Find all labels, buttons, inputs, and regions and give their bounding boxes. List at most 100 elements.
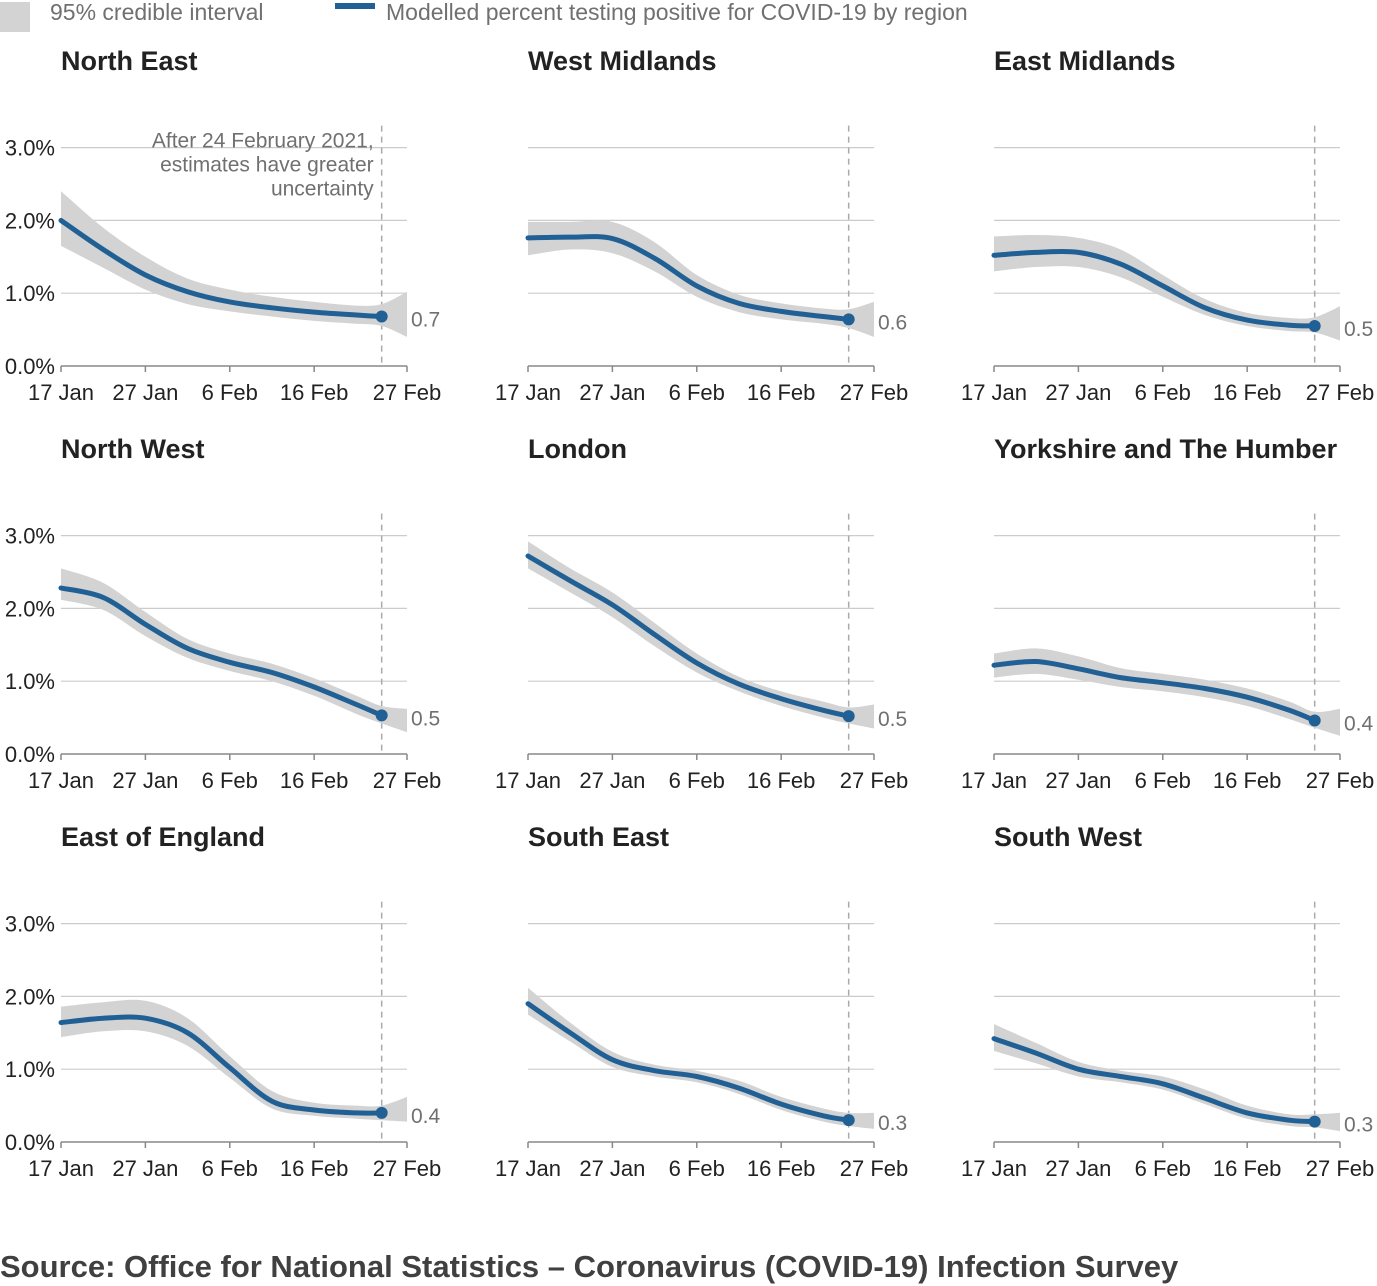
credible-interval-band [528,220,874,337]
panel-east-midlands: East Midlands 17 Jan 27 Jan 6 Feb 16 Feb 27 F… [961,46,1374,405]
y-tick-label: 1.0% [5,1057,55,1082]
end-point [375,1106,388,1119]
x-tick-label: 17 Jan [495,380,561,405]
estimate-line [58,217,385,319]
panel-title: South East [528,822,669,852]
x-tick-label: 16 Feb [280,380,349,405]
credible-interval-band [528,987,874,1129]
end-value-label: 0.3 [1344,1114,1373,1137]
panel-north-west: North West 0.0% 1.0% 2.0% 3.0% 17 Jan 27 Jan 6 … [5,434,441,793]
end-point [375,709,388,722]
cutoff-annotation: After 24 February 2021, [152,130,374,153]
end-point [842,710,855,723]
panels: North East 0.0% 1.0% 2.0% 3.0% 17 Jan 27 Jan 6 … [5,46,1374,1181]
y-tick-label: 3.0% [5,912,55,937]
y-tick-label: 0.0% [5,742,55,767]
x-tick-label: 27 Feb [373,380,442,405]
panel-title: North West [61,434,205,464]
x-tick-label: 16 Feb [1213,380,1282,405]
x-tick-label: 16 Feb [747,380,816,405]
x-tick-label: 6 Feb [202,768,258,793]
panel-yorkshire-and-the-humber: Yorkshire and The Humber 17 Jan 27 Jan 6 Fe… [961,434,1374,793]
x-tick-label: 27 Feb [1306,380,1375,405]
x-tick-label: 17 Jan [961,1156,1027,1181]
y-tick-label: 2.0% [5,984,55,1009]
x-tick-label: 6 Feb [669,1156,725,1181]
x-tick-label: 17 Jan [495,1156,561,1181]
panel-west-midlands: West Midlands 17 Jan 27 Jan 6 Feb 16 Feb 27 F… [495,46,908,405]
x-tick-label: 27 Jan [112,1156,178,1181]
x-tick-label: 27 Feb [840,768,909,793]
end-value-label: 0.7 [411,308,440,331]
estimate-line [58,1014,385,1116]
end-point [375,310,388,323]
panel-south-east: South East 17 Jan 27 Jan 6 Feb 16 Feb 27 Feb 0… [495,822,908,1181]
credible-interval-band [528,541,874,729]
x-tick-label: 16 Feb [1213,1156,1282,1181]
panel-north-east: North East 0.0% 1.0% 2.0% 3.0% 17 Jan 27 Jan 6 … [5,46,441,405]
end-point [842,1114,855,1127]
legend: 95% credible interval Modelled percent t… [0,0,968,32]
x-tick-label: 6 Feb [1135,768,1191,793]
credible-interval-band [61,568,407,733]
x-tick-label: 27 Feb [1306,768,1375,793]
x-tick-label: 27 Jan [579,380,645,405]
x-tick-label: 27 Jan [112,768,178,793]
cutoff-annotation: uncertainty [271,178,374,201]
x-tick-label: 27 Jan [1045,768,1111,793]
x-tick-label: 16 Feb [747,768,816,793]
panel-london: London 17 Jan 27 Jan 6 Feb 16 Feb 27 Feb 0.5 [495,434,908,793]
x-tick-label: 17 Jan [28,768,94,793]
x-tick-label: 6 Feb [202,1156,258,1181]
estimate-line [58,585,385,718]
y-tick-label: 0.0% [5,354,55,379]
panel-title: East of England [61,822,265,852]
x-tick-label: 27 Jan [579,1156,645,1181]
x-tick-label: 27 Jan [579,768,645,793]
x-tick-label: 17 Jan [961,380,1027,405]
panel-title: North East [61,46,198,76]
y-tick-label: 2.0% [5,596,55,621]
cutoff-annotation: estimates have greater [160,154,374,177]
x-tick-label: 16 Feb [747,1156,816,1181]
estimate-line [525,234,852,322]
x-tick-label: 27 Feb [373,768,442,793]
estimate-line [991,248,1318,329]
y-tick-label: 2.0% [5,208,55,233]
x-tick-label: 6 Feb [202,380,258,405]
panel-title: London [528,434,627,464]
end-value-label: 0.4 [411,1105,441,1128]
x-tick-label: 27 Feb [840,380,909,405]
x-tick-label: 6 Feb [669,380,725,405]
estimate-line [525,553,852,719]
x-tick-label: 27 Jan [1045,1156,1111,1181]
source-note: Source: Office for National Statistics –… [0,1249,1179,1284]
y-tick-label: 1.0% [5,281,55,306]
credible-interval-band [994,1024,1340,1132]
x-tick-label: 27 Jan [1045,380,1111,405]
x-tick-label: 27 Jan [112,380,178,405]
end-value-label: 0.5 [878,708,907,731]
panel-south-west: South West 17 Jan 27 Jan 6 Feb 16 Feb 27 Feb 0… [961,822,1374,1181]
y-tick-label: 1.0% [5,669,55,694]
end-value-label: 0.5 [1344,318,1373,341]
panel-title: West Midlands [528,46,717,76]
end-point [842,313,855,326]
legend-band-label: 95% credible interval [50,0,264,25]
legend-line-swatch [335,3,375,9]
estimate-line [991,658,1318,723]
end-point [1308,714,1321,727]
x-tick-label: 27 Feb [373,1156,442,1181]
end-value-label: 0.4 [1344,713,1374,736]
legend-line-label: Modelled percent testing positive for CO… [386,0,968,25]
x-tick-label: 27 Feb [1306,1156,1375,1181]
legend-band-swatch [0,2,30,32]
x-tick-label: 16 Feb [280,768,349,793]
end-value-label: 0.3 [878,1112,907,1135]
panel-title: South West [994,822,1142,852]
estimate-line [525,1001,852,1123]
panel-east-of-england: East of England 0.0% 1.0% 2.0% 3.0% 17 Jan 27 … [5,822,441,1181]
end-value-label: 0.6 [878,311,907,334]
end-point [1308,1115,1321,1128]
